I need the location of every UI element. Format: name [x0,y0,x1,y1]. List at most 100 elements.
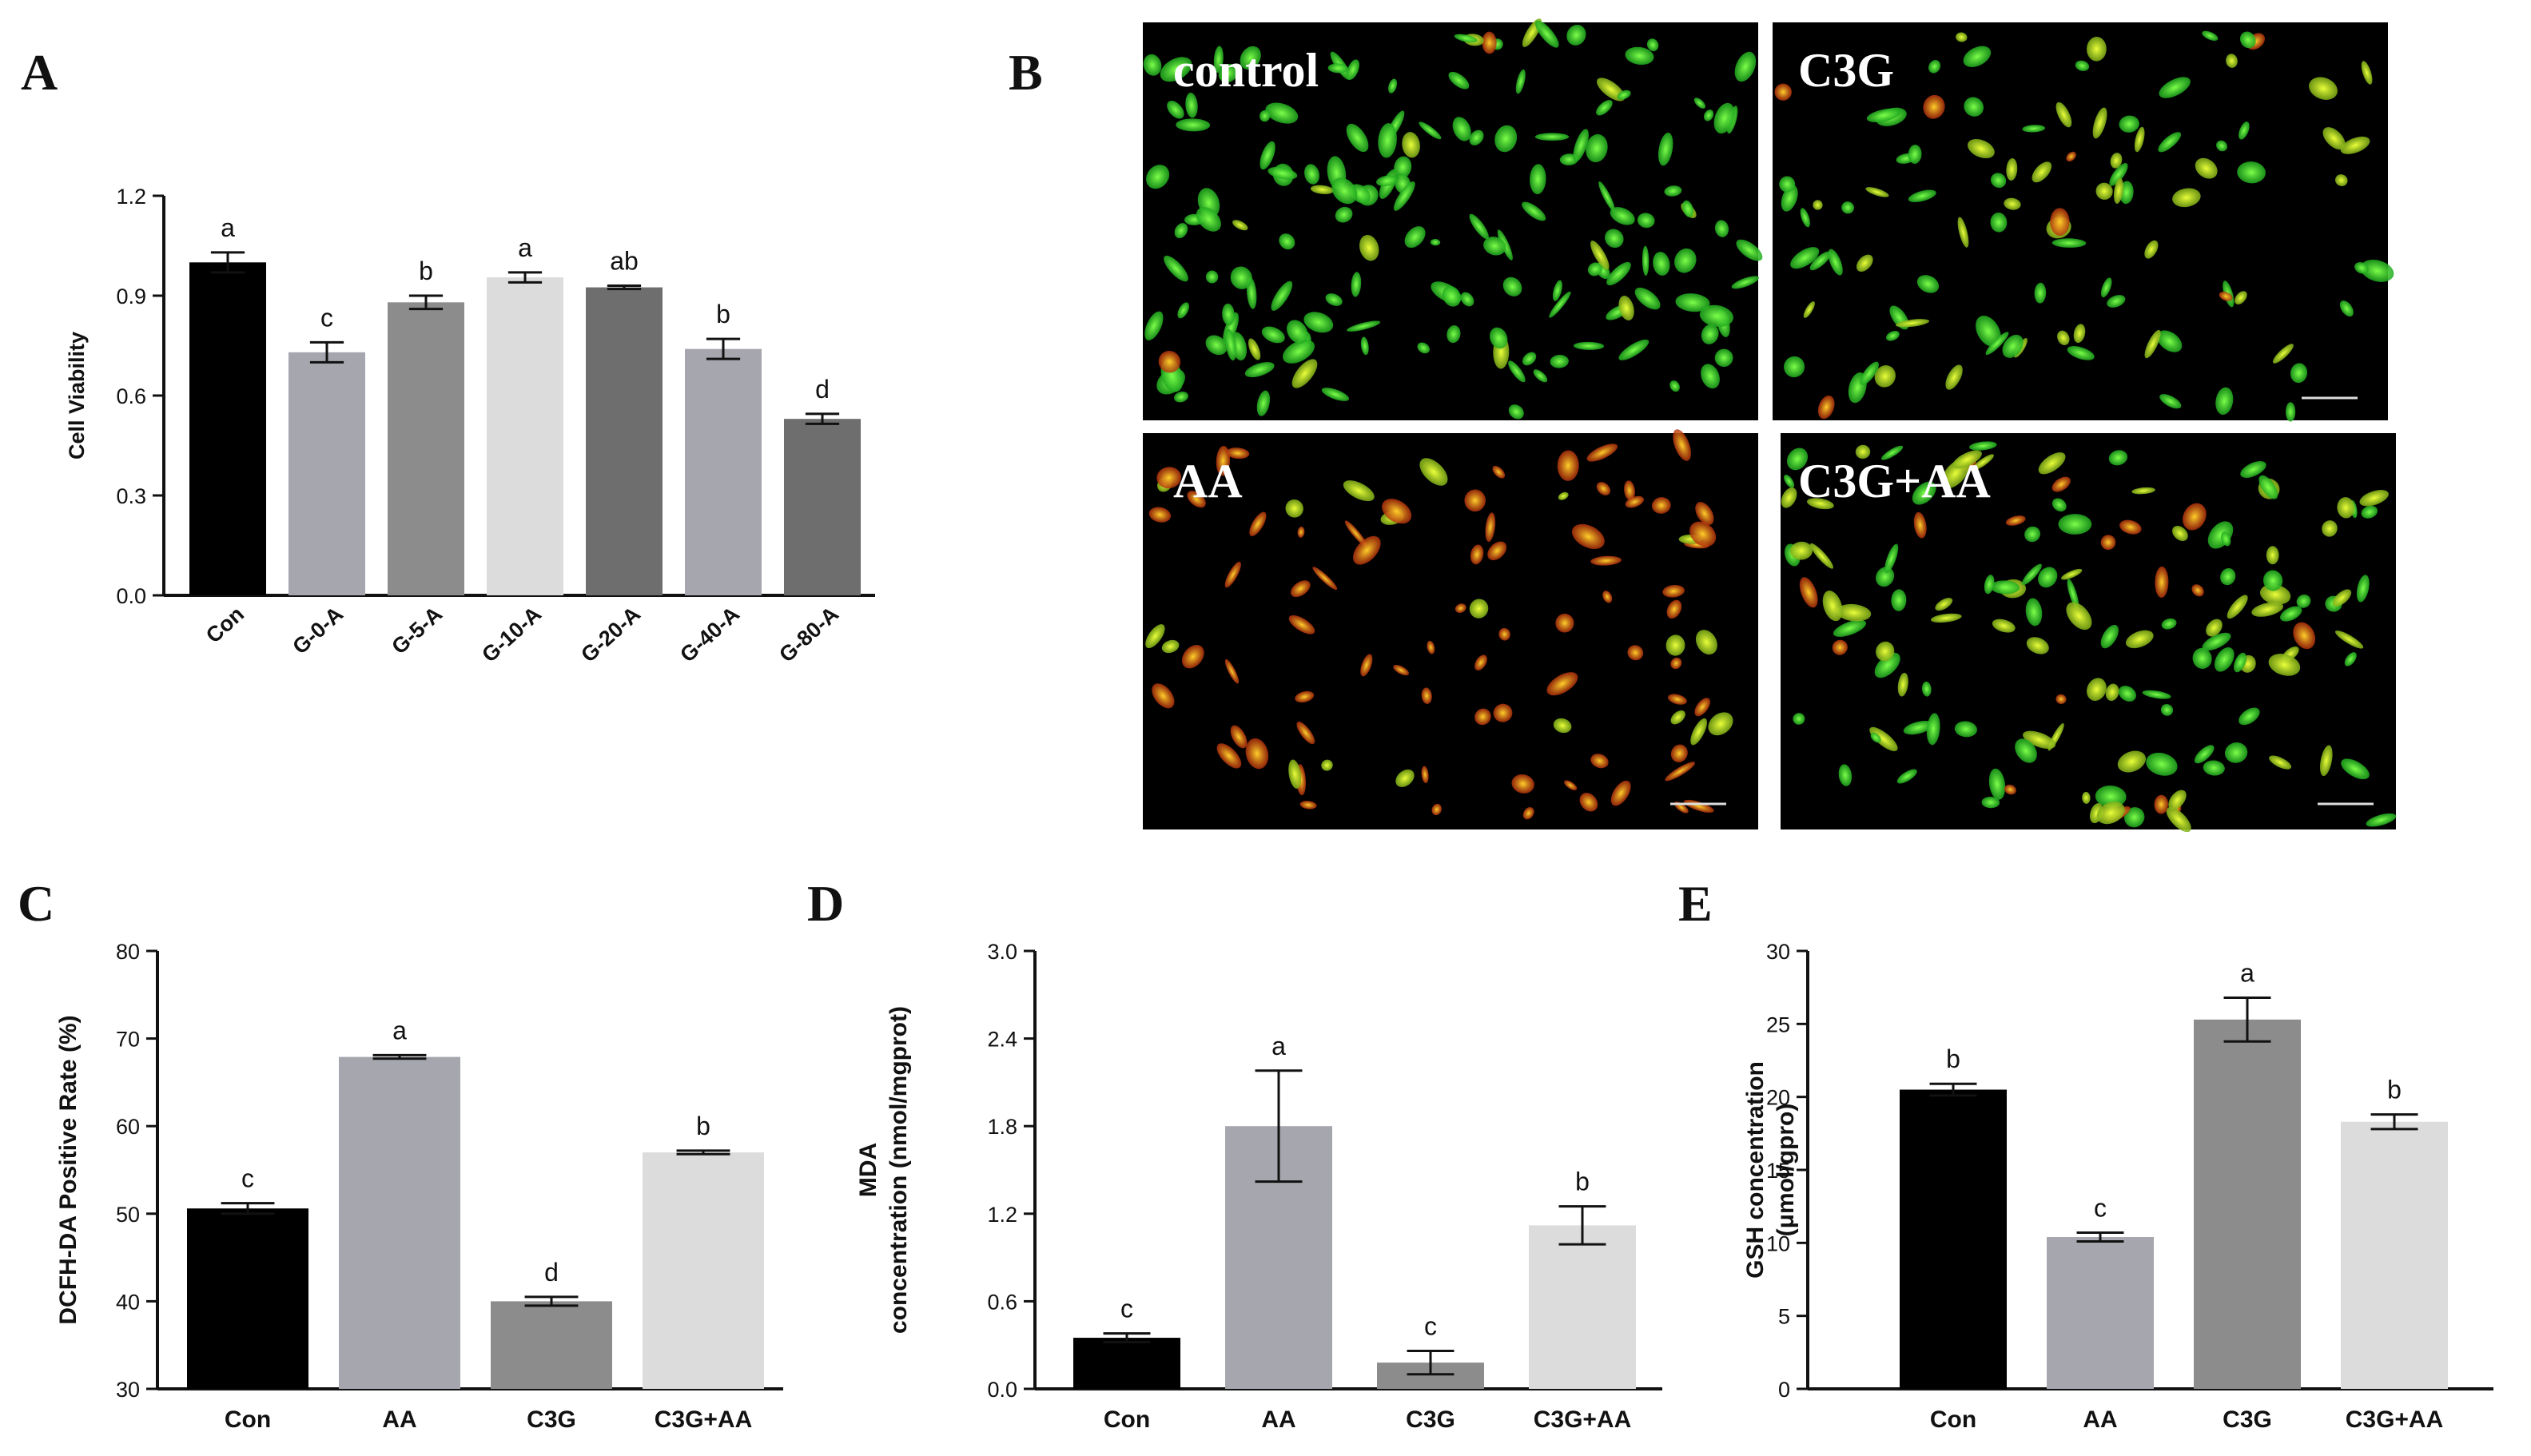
cell [1590,754,1609,769]
cell [2258,475,2278,499]
cell [2290,363,2308,384]
cell [1573,129,1589,162]
cell [1784,356,1805,378]
cell [1534,133,1570,141]
category-label: AA [382,1406,416,1433]
cell [2203,760,2225,776]
cell [1487,541,1507,561]
cell [1714,348,1733,368]
cell [1963,46,1992,67]
category-label: Con [1930,1406,1976,1433]
cell [1869,726,1898,751]
significance-letter: b [1575,1168,1590,1196]
cell [1605,229,1624,249]
cell [1855,444,1871,459]
category-label: G-20-A [576,602,645,667]
chart-a-cell-viability: 0.0 0.3 0.6 0.9 1.2 Cell Viability a Con c G-0-A b… [65,185,875,667]
cell [1224,561,1241,588]
micrograph-c3g-aa-cells [1781,441,2397,833]
cell [1908,189,1936,203]
cell [1779,176,1796,193]
cell [1602,591,1613,603]
cell [2134,126,2145,153]
cell [1430,238,1441,246]
cell [2219,292,2233,301]
y-axis-label: GSH concentration [1742,1061,1769,1279]
cell [2366,813,2397,827]
cell [1483,237,1506,256]
bar [491,1301,612,1389]
cell [2119,115,2139,133]
cell [1312,567,1338,591]
chart-e-gsh: 0 5 10 15 20 25 30 GSH concentration (μmol/gpro)… [1742,940,2493,1433]
cell [1964,97,1984,117]
cell [2006,158,2018,181]
cell [2214,647,2235,672]
cell [2259,584,2291,605]
cell [2192,647,2212,669]
panel-label-c: C [18,875,54,932]
cell [1992,619,2016,633]
cell [1455,603,1466,613]
cell [1310,185,1334,194]
cell [1394,156,1412,179]
cell [1695,502,1714,526]
cell [1160,57,1192,82]
cell [1799,577,1818,608]
cell [1304,164,1319,185]
cell [1653,252,1670,276]
cell [1474,654,1487,670]
cell [2251,602,2284,617]
cell [1469,599,1489,619]
cell [1945,364,1963,390]
cell [2269,755,2292,770]
cell [1714,220,1729,237]
cell [1860,361,1879,385]
cell [2215,387,2234,415]
cell [1555,613,1574,633]
cell [2066,602,2092,631]
cell [1813,200,1823,210]
cell [1817,395,1835,420]
cell [1913,511,1927,539]
cell [2216,140,2227,152]
cell [1874,365,1896,388]
cell [1346,59,1360,80]
cell [1841,201,1854,214]
significance-letter: a [518,233,532,262]
cell [2161,618,2177,630]
y-tick-label: 0.6 [116,384,146,408]
cell [2004,784,2016,795]
micrograph-c3g-aa: C3G+AA [1781,433,2397,833]
category-label: AA [1261,1406,1295,1433]
cell [2155,566,2169,599]
category-label: G-40-A [675,602,744,667]
cell [1351,272,1362,297]
cell [1177,302,1190,319]
cell [2157,330,2183,352]
cell [1261,326,1285,344]
cell [1912,481,1936,505]
cell [1474,708,1491,726]
cell [1452,117,1471,141]
significance-letter: b [1946,1044,1960,1073]
significance-letter: c [1120,1295,1133,1323]
cell [1876,641,1895,662]
cell [1586,444,1618,462]
category-label: C3G [1406,1406,1455,1433]
cell [2319,745,2333,777]
cell [1152,683,1175,709]
cell [1279,233,1295,250]
micrograph-control: control [1143,18,1763,420]
cell [1657,132,1673,166]
cell [2087,678,2107,702]
cell [1331,177,1358,205]
y-axis-label: MDA [855,1143,881,1197]
cell [1590,241,1610,270]
cell [1550,354,1569,368]
micrograph-grid: control C3G AA C3G+AA [1143,18,2397,833]
cell [2050,208,2070,237]
cell [2100,535,2116,551]
panel-label-a: A [21,44,58,101]
cell [1546,672,1578,696]
